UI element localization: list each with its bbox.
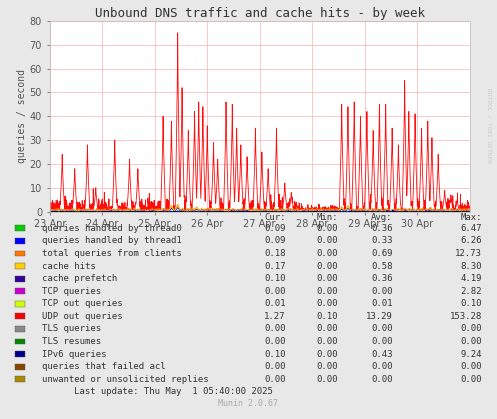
Text: Last update: Thu May  1 05:40:00 2025: Last update: Thu May 1 05:40:00 2025 [75,387,273,396]
Text: 0.00: 0.00 [461,362,482,371]
Text: 8.30: 8.30 [461,261,482,271]
Text: 0.00: 0.00 [317,362,338,371]
Text: 0.00: 0.00 [317,375,338,384]
Text: 0.00: 0.00 [317,349,338,359]
Text: 0.00: 0.00 [371,362,393,371]
Text: 0.00: 0.00 [264,337,286,346]
Text: 0.00: 0.00 [317,299,338,308]
Text: 0.00: 0.00 [317,324,338,334]
Text: queries handled by thread1: queries handled by thread1 [42,236,182,246]
Text: 2.82: 2.82 [461,287,482,296]
Text: RDTOOL / TOBI OETKER: RDTOOL / TOBI OETKER [486,88,491,163]
Text: 0.18: 0.18 [264,249,286,258]
Text: Max:: Max: [461,213,482,222]
Text: 0.17: 0.17 [264,261,286,271]
Text: 0.00: 0.00 [264,287,286,296]
Text: total queries from clients: total queries from clients [42,249,182,258]
Text: Avg:: Avg: [371,213,393,222]
Text: 0.00: 0.00 [317,274,338,283]
Text: 0.00: 0.00 [317,261,338,271]
Text: 0.00: 0.00 [371,287,393,296]
Text: 9.24: 9.24 [461,349,482,359]
Text: TLS queries: TLS queries [42,324,101,334]
Text: 0.43: 0.43 [371,349,393,359]
Text: unwanted or unsolicited replies: unwanted or unsolicited replies [42,375,209,384]
Text: 0.00: 0.00 [371,375,393,384]
Text: 0.00: 0.00 [371,324,393,334]
Text: TCP out queries: TCP out queries [42,299,123,308]
Text: 6.47: 6.47 [461,224,482,233]
Text: cache prefetch: cache prefetch [42,274,117,283]
Text: TLS resumes: TLS resumes [42,337,101,346]
Text: IPv6 queries: IPv6 queries [42,349,107,359]
Text: 1.27: 1.27 [264,312,286,321]
Text: 0.69: 0.69 [371,249,393,258]
Text: Munin 2.0.67: Munin 2.0.67 [219,399,278,408]
Text: 0.09: 0.09 [264,224,286,233]
Text: 0.00: 0.00 [264,362,286,371]
Text: 0.10: 0.10 [264,349,286,359]
Y-axis label: queries / second: queries / second [17,69,27,163]
Text: 0.00: 0.00 [264,375,286,384]
Text: cache hits: cache hits [42,261,96,271]
Text: 0.10: 0.10 [264,274,286,283]
Text: queries that failed acl: queries that failed acl [42,362,166,371]
Text: 0.00: 0.00 [461,324,482,334]
Text: 0.00: 0.00 [317,287,338,296]
Text: 0.00: 0.00 [317,249,338,258]
Text: TCP queries: TCP queries [42,287,101,296]
Text: 0.01: 0.01 [371,299,393,308]
Title: Unbound DNS traffic and cache hits - by week: Unbound DNS traffic and cache hits - by … [95,7,424,20]
Text: Cur:: Cur: [264,213,286,222]
Text: 0.33: 0.33 [371,236,393,246]
Text: 0.00: 0.00 [264,324,286,334]
Text: 6.26: 6.26 [461,236,482,246]
Text: 0.36: 0.36 [371,224,393,233]
Text: 0.00: 0.00 [317,224,338,233]
Text: 4.19: 4.19 [461,274,482,283]
Text: 0.58: 0.58 [371,261,393,271]
Text: Min:: Min: [317,213,338,222]
Text: 13.29: 13.29 [366,312,393,321]
Text: 0.00: 0.00 [371,337,393,346]
Text: 0.00: 0.00 [461,375,482,384]
Text: 0.10: 0.10 [461,299,482,308]
Text: 0.00: 0.00 [317,337,338,346]
Text: 0.00: 0.00 [461,337,482,346]
Text: 12.73: 12.73 [455,249,482,258]
Text: 0.36: 0.36 [371,274,393,283]
Text: 0.09: 0.09 [264,236,286,246]
Text: queries handled by thread0: queries handled by thread0 [42,224,182,233]
Text: 153.28: 153.28 [450,312,482,321]
Text: UDP out queries: UDP out queries [42,312,123,321]
Text: 0.10: 0.10 [317,312,338,321]
Text: 0.01: 0.01 [264,299,286,308]
Text: 0.00: 0.00 [317,236,338,246]
